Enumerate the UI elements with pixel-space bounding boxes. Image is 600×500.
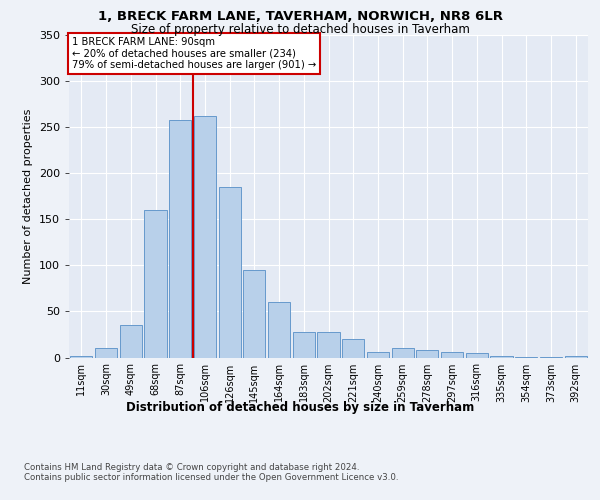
Text: Distribution of detached houses by size in Taverham: Distribution of detached houses by size … (126, 401, 474, 414)
Bar (70, 356, 92, 358)
Bar (293, 332, 315, 357)
Bar (392, 348, 414, 358)
Y-axis label: Number of detached properties: Number of detached properties (23, 108, 33, 284)
Bar (441, 352, 463, 358)
Bar (268, 302, 290, 358)
Bar (416, 350, 439, 358)
Bar (540, 356, 562, 358)
Bar (243, 270, 265, 358)
Bar (342, 339, 364, 357)
Bar (490, 356, 512, 358)
Bar (317, 332, 340, 357)
Bar (515, 356, 538, 358)
Bar (565, 356, 587, 358)
Bar (367, 352, 389, 358)
Bar (194, 116, 216, 358)
Text: 1, BRECK FARM LANE, TAVERHAM, NORWICH, NR8 6LR: 1, BRECK FARM LANE, TAVERHAM, NORWICH, N… (97, 10, 503, 23)
Bar (145, 210, 167, 358)
Bar (119, 325, 142, 358)
Bar (169, 120, 191, 358)
Text: Contains HM Land Registry data © Crown copyright and database right 2024.: Contains HM Land Registry data © Crown c… (24, 462, 359, 471)
Bar (466, 353, 488, 358)
Bar (95, 348, 117, 358)
Bar (218, 187, 241, 358)
Text: 1 BRECK FARM LANE: 90sqm
← 20% of detached houses are smaller (234)
79% of semi-: 1 BRECK FARM LANE: 90sqm ← 20% of detach… (71, 36, 316, 70)
Text: Contains public sector information licensed under the Open Government Licence v3: Contains public sector information licen… (24, 474, 398, 482)
Text: Size of property relative to detached houses in Taverham: Size of property relative to detached ho… (131, 22, 469, 36)
